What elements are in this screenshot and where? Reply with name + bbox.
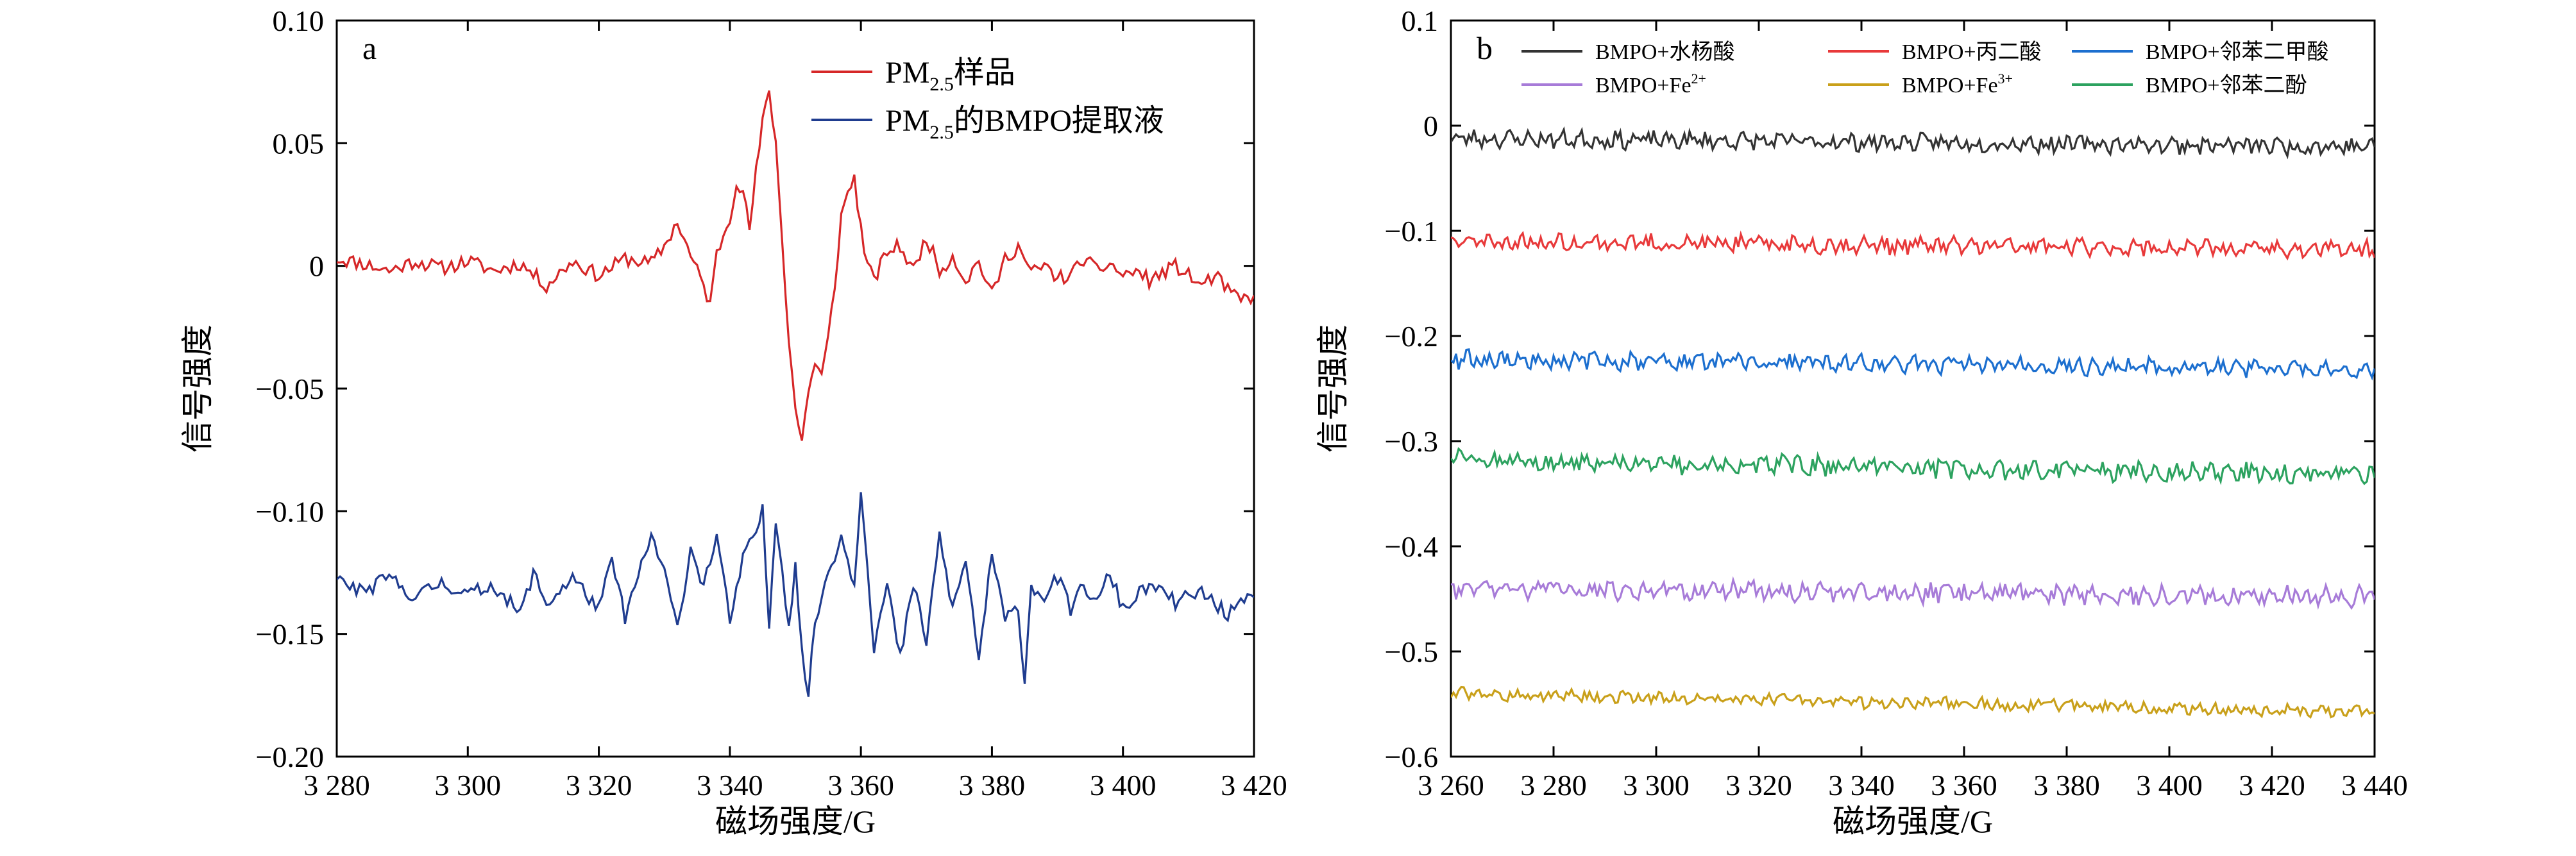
x-tick-label: 3 340: [697, 769, 763, 801]
series-line: [337, 90, 1254, 441]
legend-label: BMPO+Fe2+: [1595, 71, 1706, 97]
y-tick-label: 0.1: [1402, 4, 1439, 37]
x-tick-label: 3 420: [1221, 769, 1287, 801]
y-tick-label: −0.2: [1385, 320, 1438, 353]
panel-letter: a: [362, 30, 377, 66]
legend-label: BMPO+水杨酸: [1595, 40, 1735, 64]
x-tick-label: 3 320: [1725, 769, 1792, 801]
y-tick-label: −0.15: [256, 618, 324, 651]
y-tick-label: 0.10: [273, 4, 325, 37]
y-tick-label: 0.05: [273, 127, 325, 160]
x-axis-title: 磁场强度/G: [715, 803, 876, 839]
x-tick-label: 3 380: [2033, 769, 2100, 801]
series-line: [1451, 126, 2375, 160]
y-axis-title: 信号强度: [180, 324, 216, 453]
plot-frame: [1450, 19, 2376, 758]
series-line: [337, 492, 1254, 697]
x-axis-title: 磁场强度/G: [1833, 803, 1993, 839]
series-line: [1451, 685, 2375, 719]
legend-label: BMPO+Fe3+: [1902, 71, 2013, 97]
x-tick-label: 3 280: [1520, 769, 1587, 801]
x-tick-label: 3 300: [1623, 769, 1690, 801]
y-tick-label: −0.5: [1385, 635, 1438, 668]
x-tick-label: 3 360: [1931, 769, 1997, 801]
x-tick-label: 3 440: [2341, 769, 2408, 801]
legend-label: BMPO+丙二酸: [1902, 40, 2042, 64]
y-tick-label: −0.10: [256, 495, 324, 528]
x-tick-label: 3 420: [2239, 769, 2305, 801]
x-tick-label: 3 400: [2136, 769, 2203, 801]
legend-label: PM2.5的BMPO提取液: [885, 104, 1164, 143]
legend-label: BMPO+邻苯二甲酸: [2146, 40, 2329, 64]
y-tick-label: 0: [309, 250, 324, 283]
x-tick-label: 3 280: [303, 769, 370, 801]
series-line: [1451, 447, 2375, 485]
y-tick-label: −0.1: [1385, 215, 1438, 248]
y-tick-label: −0.05: [256, 373, 324, 405]
panel-letter: b: [1477, 30, 1493, 66]
x-tick-label: 3 400: [1090, 769, 1157, 801]
y-tick-label: −0.3: [1385, 425, 1438, 458]
x-tick-label: 3 320: [566, 769, 632, 801]
x-tick-label: 3 300: [435, 769, 502, 801]
x-tick-label: 3 360: [827, 769, 894, 801]
x-tick-label: 3 340: [1828, 769, 1895, 801]
legend-label: PM2.5样品: [885, 56, 1015, 95]
y-tick-label: −0.20: [256, 741, 324, 773]
y-tick-label: 0: [1423, 110, 1438, 142]
series-line: [1451, 230, 2375, 261]
legend-label: BMPO+邻苯二酚: [2146, 73, 2307, 97]
x-tick-label: 3 380: [959, 769, 1026, 801]
series-line: [1451, 348, 2375, 381]
chart-panel-b: 3 260 3 280 3 300 3 320 3 340 3 360 3 380 3 400…: [1315, 4, 2408, 839]
y-tick-label: −0.4: [1385, 530, 1438, 563]
y-axis-title: 信号强度: [1315, 324, 1351, 453]
chart-panel-a: 3 280 3 300 3 320 3 340 3 360 3 380 3 400 3 420…: [180, 4, 1287, 839]
x-tick-label: 3 260: [1418, 769, 1484, 801]
series-line: [1451, 576, 2375, 610]
y-tick-label: −0.6: [1385, 741, 1438, 773]
